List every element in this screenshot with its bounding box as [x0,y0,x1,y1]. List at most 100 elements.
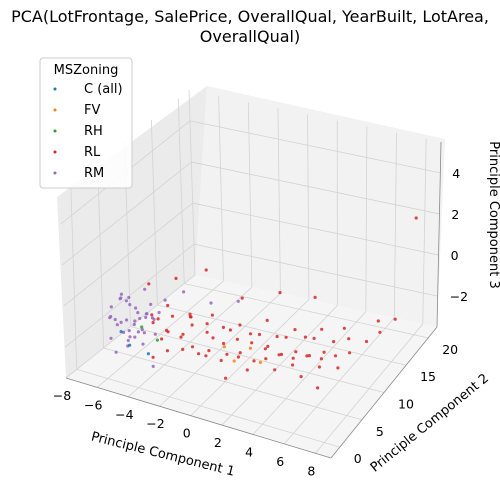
data-point-rl [174,277,177,280]
data-point-rl [239,351,242,354]
data-point-rm [209,301,212,304]
data-point-rm [133,319,136,322]
z-axis-label: Principle Component 3 [486,141,500,288]
legend-label: RM [84,166,104,181]
data-point-rm [108,316,111,319]
data-point-rm [125,318,128,321]
data-point-rl [264,357,267,360]
legend-marker [54,130,57,133]
data-point-rl [241,297,244,300]
legend-label: RL [84,145,101,160]
data-point-rm [145,312,148,315]
data-point-rl [378,331,381,334]
chart-title-line-1: PCA(LotFrontage, SalePrice, OverallQual,… [11,7,489,26]
data-point-rl [252,359,255,362]
data-point-rl [336,366,339,369]
data-point-rm [154,333,157,336]
data-point-c-all- [128,344,131,347]
data-point-rl [258,333,261,336]
data-point-rl [166,349,169,352]
data-point-rl [236,338,239,341]
data-point-rm [128,335,131,338]
data-point-rl [152,356,155,359]
data-point-rl [206,322,209,325]
y-tick-label: 5 [376,424,384,439]
data-point-rl [278,291,281,294]
data-point-rm [164,299,167,302]
z-tick-label: 4 [452,166,460,181]
data-point-rm [114,318,117,321]
data-point-rm [133,336,136,339]
data-point-rl [415,216,418,219]
data-point-fv [249,347,252,350]
data-point-rm [127,339,130,342]
data-point-rm [137,330,140,333]
data-point-rl [197,352,200,355]
data-point-rl [157,317,160,320]
data-point-c-all- [120,330,123,333]
data-point-rl [292,357,295,360]
data-point-rl [318,365,321,368]
x-tick-label: −8 [53,388,71,403]
x-tick-label: 2 [214,435,222,450]
data-point-rl [189,315,192,318]
data-point-rl [294,350,297,353]
data-point-rl [320,357,323,360]
data-point-rl [266,345,269,348]
data-point-rl [171,315,174,318]
data-point-rl [394,318,397,321]
data-point-rl [165,329,168,332]
y-tick-label: 15 [420,369,436,384]
data-point-rl [179,336,182,339]
data-point-rl [316,386,319,389]
data-point-rl [249,332,252,335]
data-point-rl [276,335,279,338]
data-point-rm [128,329,131,332]
data-point-c-all- [147,352,150,355]
data-point-rm [115,351,118,354]
data-point-rl [166,304,169,307]
data-point-rl [229,328,232,331]
data-point-rm [143,288,146,291]
data-point-rl [323,351,326,354]
data-point-rl [365,340,368,343]
data-point-rm [144,316,147,319]
data-point-rm [141,343,144,346]
data-point-rl [273,368,276,371]
legend: MSZoning C (all) FV RH RL RM [40,58,132,188]
data-point-rl [222,326,225,329]
z-tick-label: 2 [451,207,459,222]
z-tick-label: 0 [451,248,459,263]
data-point-rm [158,311,161,314]
data-point-rl [205,268,208,271]
legend-title: MSZoning [54,63,119,78]
data-point-rm [110,305,113,308]
data-point-rm [120,321,123,324]
data-point-fv [233,359,236,362]
data-point-rh [140,325,143,328]
data-point-rl [250,341,253,344]
data-point-rl [211,314,214,317]
data-point-rl [211,336,214,339]
legend-marker [54,151,57,154]
x-tick-label: −6 [84,397,102,412]
data-point-rl [308,354,311,357]
y-tick-label: 10 [398,397,414,412]
data-point-rl [246,368,249,371]
data-point-rm [125,299,128,302]
data-point-rl [348,351,351,354]
data-point-rl [225,353,228,356]
data-point-rm [143,331,146,334]
data-point-rm [152,365,155,368]
data-point-rl [304,336,307,339]
data-point-rm [133,323,136,326]
data-point-rl [147,282,150,285]
data-point-rl [152,321,155,324]
data-point-rm [136,311,139,314]
data-point-rl [204,354,207,357]
legend-label: C (all) [84,82,123,97]
data-point-rl [181,348,184,351]
legend-marker [54,172,57,175]
data-point-rl [160,337,163,340]
